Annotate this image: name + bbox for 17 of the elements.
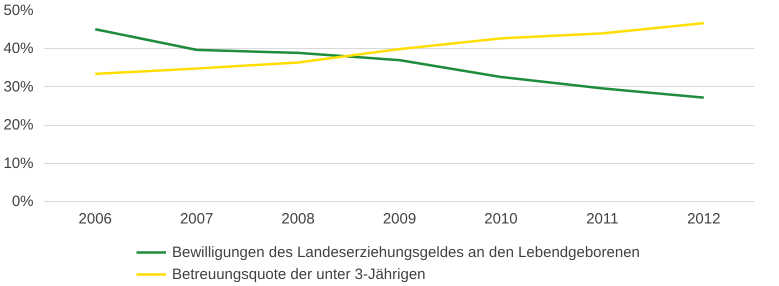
line-series	[94, 22, 706, 76]
x-tick-label: 2008	[281, 210, 315, 228]
y-tick-label: 50%	[3, 2, 34, 19]
x-tick-label: 2010	[484, 210, 518, 228]
x-tick-label: 2006	[78, 210, 112, 228]
y-tick-label: 0%	[12, 193, 34, 210]
line-series	[94, 28, 706, 99]
y-tick-label: 10%	[3, 154, 34, 172]
x-tick-label: 2009	[382, 210, 416, 228]
y-tick-label: 40%	[3, 40, 34, 58]
x-tick-label: 2012	[687, 210, 720, 228]
y-tick-label: 20%	[3, 116, 34, 134]
y-tick-label: 30%	[3, 78, 34, 96]
x-tick-label: 2007	[180, 210, 214, 228]
legend-label: Betreuungsquote der unter 3-Jährigen	[172, 265, 426, 283]
legend-label: Bewilligungen des Landeserziehungsgeldes an den Lebendgeborenen	[172, 243, 640, 261]
x-tick-label: 2011	[586, 210, 618, 228]
